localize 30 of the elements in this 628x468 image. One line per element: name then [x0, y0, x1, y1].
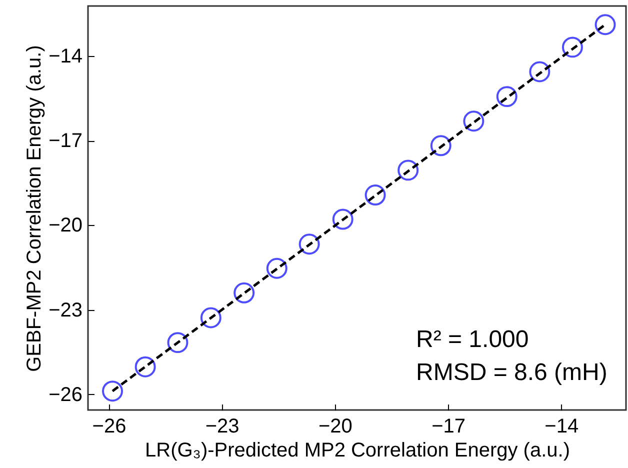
- y-tick-label: −26: [48, 384, 82, 406]
- point: [594, 14, 616, 36]
- y-tick-label: −20: [48, 214, 82, 237]
- point: [298, 234, 320, 255]
- y-tick-label: −14: [48, 45, 82, 68]
- point: [234, 282, 255, 304]
- point: [102, 380, 123, 402]
- y-tick-label: −23: [48, 299, 82, 322]
- x-tick-label: −23: [205, 416, 240, 438]
- point: [134, 356, 156, 378]
- x-tick-label: −26: [92, 416, 126, 438]
- point: [463, 110, 484, 132]
- point: [167, 332, 188, 354]
- annotation: R² = 1.000: [416, 326, 529, 353]
- point: [430, 135, 452, 156]
- point: [332, 208, 354, 230]
- point: [529, 61, 550, 82]
- x-tick-label: −17: [432, 416, 466, 438]
- annotation: RMSD = 8.6 (mH): [416, 359, 608, 386]
- point: [364, 184, 386, 206]
- y-axis-title: GEBF-MP2 Correlation Energy (a.u.): [24, 45, 46, 372]
- point: [562, 36, 583, 58]
- y-tick-label: −17: [48, 130, 82, 152]
- x-axis-title: LR(G₃)-Predicted MP2 Correlation Energy (a.u.): [145, 440, 570, 462]
- point: [398, 160, 419, 181]
- point: [496, 86, 518, 108]
- x-tick-label: −20: [318, 416, 352, 438]
- x-tick-label: −14: [544, 416, 579, 438]
- point: [200, 307, 222, 328]
- point: [266, 258, 288, 279]
